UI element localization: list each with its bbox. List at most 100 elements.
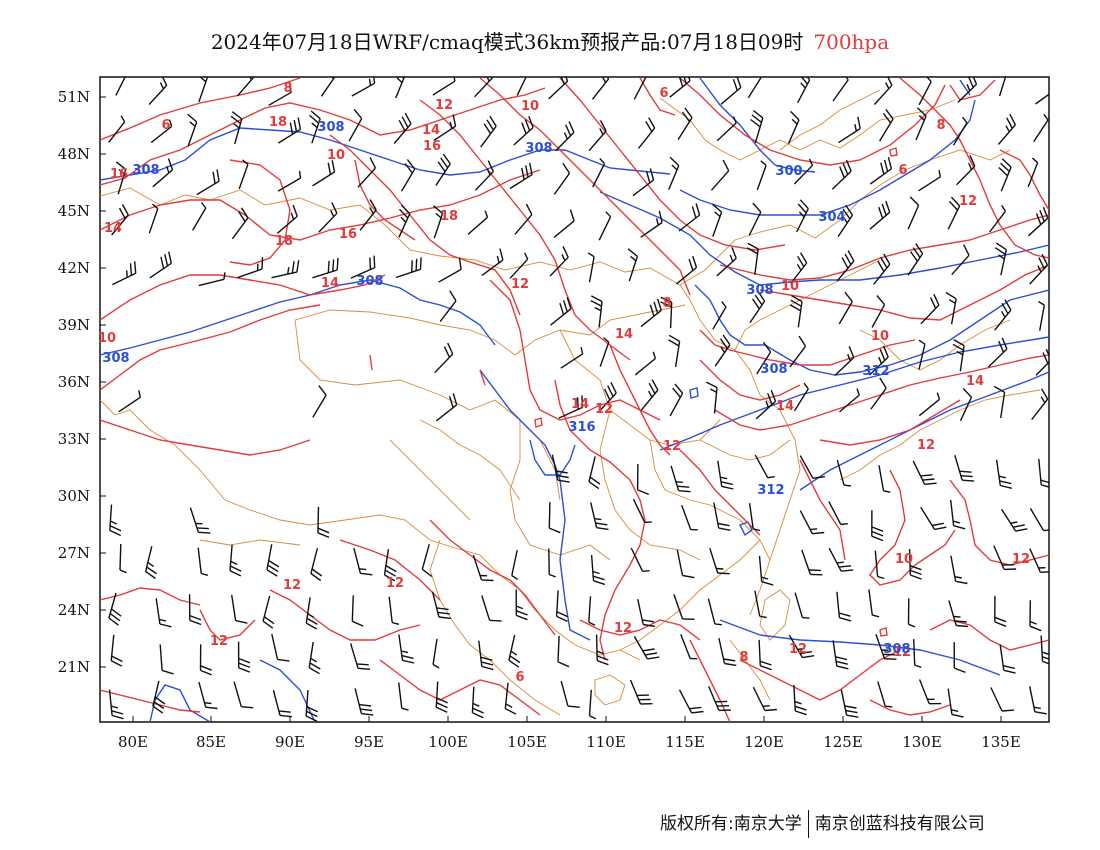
- wind-barb: [354, 688, 374, 716]
- wind-barb: [748, 202, 762, 236]
- temperature-label: 12: [893, 645, 911, 660]
- lon-label-95E: 95E: [354, 733, 384, 751]
- wind-barb: [677, 107, 693, 140]
- wind-barb: [831, 159, 852, 190]
- geopotential-line: [694, 284, 1049, 376]
- geopotential-label: 300: [775, 164, 802, 179]
- wind-barb: [957, 77, 978, 103]
- wind-barb: [705, 381, 718, 414]
- temperature-line: [929, 619, 1049, 651]
- wind-barb: [199, 644, 212, 676]
- temperature-label: 14: [571, 397, 589, 412]
- footer: 版权所有:南京大学 南京创蓝科技有限公司: [660, 809, 985, 838]
- border-line: [859, 319, 1011, 371]
- wind-barb: [633, 77, 647, 100]
- temperature-line: [639, 77, 676, 116]
- temperature-label: 6: [898, 163, 907, 178]
- wind-barb: [878, 465, 891, 493]
- wind-barb: [637, 598, 656, 628]
- temperature-label: 12: [614, 621, 632, 636]
- wind-barb: [308, 641, 321, 675]
- temperature-line: [679, 77, 946, 166]
- wind-barb: [351, 595, 364, 627]
- temperature-label: 6: [515, 670, 524, 685]
- wind-barb: [754, 454, 775, 479]
- lon-label-105E: 105E: [507, 733, 547, 751]
- wind-barb: [945, 291, 957, 325]
- wind-barb: [994, 299, 1012, 331]
- temperature-label: 18: [440, 209, 458, 224]
- wind-barb: [836, 250, 855, 282]
- wind-barb: [799, 510, 825, 535]
- lat-label-24N: 24N: [58, 601, 90, 619]
- wind-barb: [271, 633, 290, 662]
- geopotential-line: [599, 191, 1049, 286]
- wind-barb: [998, 158, 1012, 192]
- wind-barb: [1038, 458, 1049, 488]
- wind-barb: [999, 644, 1016, 674]
- wind-barb: [276, 204, 298, 234]
- wind-barb: [907, 243, 924, 276]
- wind-barb: [787, 110, 800, 144]
- wind-barb: [920, 293, 940, 325]
- wind-barb: [673, 594, 695, 620]
- temperature-line: [100, 689, 201, 713]
- lon-label-130E: 130E: [902, 733, 942, 751]
- geopotential-line: [699, 77, 816, 173]
- wind-barb: [191, 202, 207, 231]
- wind-barb: [159, 644, 174, 675]
- wind-barb: [871, 295, 886, 328]
- wind-barb: [277, 117, 302, 144]
- wind-barb: [680, 634, 698, 660]
- wind-barb: [395, 257, 422, 279]
- temperature-line: [889, 147, 898, 157]
- wind-barb: [879, 108, 894, 142]
- wind-barb: [305, 690, 318, 722]
- temperature-line: [699, 359, 801, 401]
- wind-barb: [668, 334, 681, 368]
- geopotential-label: 316: [568, 420, 595, 435]
- axis-labels: 51N 48N 45N 42N 39N 36N 33N 30N 27N 24N 21N 80E 85E 9…: [58, 88, 1021, 751]
- wind-barb: [599, 337, 610, 367]
- wind-barb: [268, 85, 292, 106]
- wind-barb: [115, 77, 126, 96]
- temperature-label: 10: [521, 99, 539, 114]
- wind-barb: [789, 335, 807, 368]
- wind-barb: [590, 554, 606, 586]
- wind-barbs: [108, 77, 1049, 722]
- wind-barb: [558, 395, 584, 419]
- lon-label-90E: 90E: [275, 733, 305, 751]
- wind-barb: [587, 252, 595, 283]
- border-line: [649, 439, 771, 561]
- wind-barb: [349, 643, 371, 670]
- wind-barb: [1038, 300, 1045, 331]
- temperature-line: [579, 619, 701, 641]
- wind-barb: [237, 641, 251, 673]
- wind-barb: [952, 116, 968, 146]
- wind-barb: [959, 388, 973, 422]
- temperature-line: [339, 539, 441, 601]
- border-line: [779, 89, 881, 151]
- wind-barb: [233, 681, 254, 709]
- wind-barb: [148, 77, 168, 105]
- border-line: [389, 439, 471, 521]
- lon-label-80E: 80E: [118, 733, 148, 751]
- wind-barb: [669, 383, 684, 417]
- wind-barb: [351, 77, 376, 97]
- wind-barb: [197, 547, 209, 576]
- wind-barb: [989, 205, 1006, 233]
- wind-barb: [789, 295, 803, 328]
- wind-barb: [189, 507, 211, 534]
- temperature-label: 12: [1012, 552, 1030, 567]
- wind-barb: [555, 590, 569, 623]
- temperature-line: [329, 134, 521, 316]
- temperature-label: 16: [423, 139, 441, 154]
- temperature-label: 8: [739, 650, 748, 665]
- wind-barb: [471, 686, 484, 719]
- wind-barb: [950, 555, 968, 585]
- lon-label-100E: 100E: [428, 733, 468, 751]
- wind-barb: [509, 252, 529, 279]
- wind-barb: [110, 634, 123, 667]
- wind-barb: [229, 544, 242, 577]
- wind-barb: [480, 115, 497, 148]
